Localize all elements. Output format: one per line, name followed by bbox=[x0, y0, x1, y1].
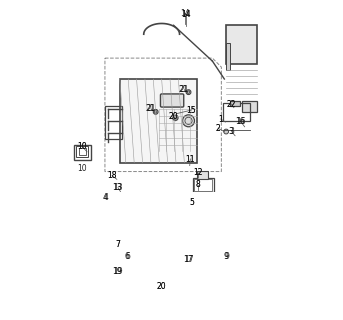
Text: 20: 20 bbox=[169, 112, 178, 121]
Text: 18: 18 bbox=[107, 171, 117, 180]
Text: 20: 20 bbox=[157, 282, 166, 291]
Text: 8: 8 bbox=[195, 180, 200, 189]
Ellipse shape bbox=[185, 259, 198, 269]
Text: 5: 5 bbox=[190, 198, 194, 207]
Text: 4: 4 bbox=[103, 193, 108, 202]
Text: 16: 16 bbox=[236, 117, 245, 126]
Text: 5: 5 bbox=[189, 198, 194, 207]
Bar bbox=[223, 103, 250, 121]
Bar bbox=[198, 171, 208, 179]
Text: 20: 20 bbox=[168, 112, 178, 121]
FancyBboxPatch shape bbox=[161, 94, 184, 107]
Text: 19: 19 bbox=[113, 268, 122, 276]
Bar bbox=[226, 25, 257, 64]
Text: 10: 10 bbox=[78, 164, 87, 173]
Circle shape bbox=[164, 285, 169, 291]
Text: 21: 21 bbox=[179, 85, 189, 94]
Text: 2: 2 bbox=[215, 124, 220, 133]
Text: 15: 15 bbox=[186, 106, 196, 115]
Text: 2: 2 bbox=[216, 124, 221, 133]
Text: 3: 3 bbox=[229, 127, 234, 136]
Circle shape bbox=[153, 109, 158, 114]
Text: 9: 9 bbox=[224, 252, 228, 261]
Bar bbox=[226, 43, 230, 70]
Circle shape bbox=[119, 242, 127, 250]
Text: 15: 15 bbox=[187, 106, 196, 115]
Bar bbox=[120, 79, 198, 163]
Text: 7: 7 bbox=[116, 241, 120, 250]
Text: 12: 12 bbox=[193, 168, 202, 177]
Text: 14: 14 bbox=[180, 9, 190, 18]
Text: 1: 1 bbox=[218, 115, 223, 124]
Text: 22: 22 bbox=[227, 100, 236, 108]
Bar bbox=[76, 147, 88, 157]
Text: 22: 22 bbox=[226, 100, 236, 108]
Text: 11: 11 bbox=[186, 155, 195, 164]
Text: 6: 6 bbox=[125, 252, 129, 261]
Bar bbox=[230, 100, 240, 106]
Text: 19: 19 bbox=[113, 268, 123, 276]
Text: 1: 1 bbox=[218, 115, 223, 124]
Text: 21: 21 bbox=[146, 104, 156, 113]
Circle shape bbox=[182, 115, 194, 127]
Text: 21: 21 bbox=[145, 104, 155, 113]
Text: 17: 17 bbox=[183, 255, 193, 264]
Text: 12: 12 bbox=[193, 168, 203, 177]
Text: 20: 20 bbox=[156, 282, 166, 291]
Text: 4: 4 bbox=[104, 193, 108, 202]
Text: 13: 13 bbox=[113, 183, 123, 192]
Text: 18: 18 bbox=[107, 171, 116, 180]
Text: 9: 9 bbox=[224, 252, 229, 261]
Text: 14: 14 bbox=[181, 10, 191, 19]
Text: 14: 14 bbox=[181, 10, 190, 19]
Text: 3: 3 bbox=[228, 127, 233, 136]
Circle shape bbox=[173, 115, 178, 121]
Text: 16: 16 bbox=[236, 117, 246, 126]
Text: 6: 6 bbox=[125, 252, 130, 261]
Text: 7: 7 bbox=[115, 241, 120, 250]
Bar bbox=[79, 148, 86, 155]
Bar bbox=[105, 106, 122, 139]
Text: 17: 17 bbox=[184, 255, 193, 264]
Text: 13: 13 bbox=[113, 183, 122, 192]
Bar bbox=[242, 101, 257, 112]
Text: 10: 10 bbox=[78, 142, 87, 151]
Circle shape bbox=[186, 90, 191, 94]
Bar bbox=[193, 178, 214, 192]
Circle shape bbox=[190, 201, 196, 207]
Text: 10: 10 bbox=[77, 142, 86, 151]
Text: 8: 8 bbox=[196, 180, 200, 189]
Circle shape bbox=[224, 129, 228, 134]
Text: 21: 21 bbox=[180, 85, 189, 94]
Bar bbox=[194, 179, 212, 191]
Text: 11: 11 bbox=[185, 155, 194, 164]
Bar bbox=[74, 145, 91, 160]
